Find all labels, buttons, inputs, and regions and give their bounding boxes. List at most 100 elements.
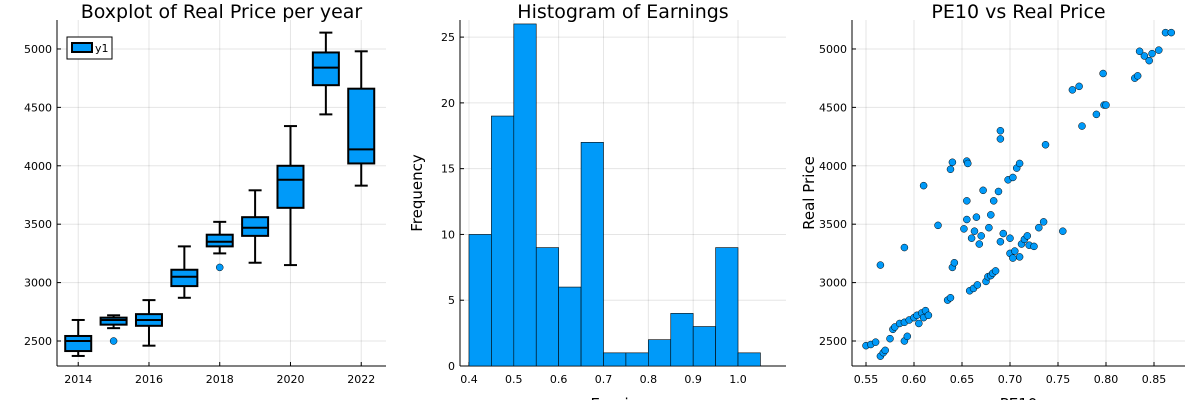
point (996, 237, 1005, 246)
bar (737, 352, 761, 367)
point (915, 319, 923, 328)
x-tick-label: 0.80 (1094, 373, 1119, 386)
point (1009, 173, 1017, 182)
bar (513, 23, 537, 367)
x-tick-label: 0.4 (460, 373, 478, 386)
x-tick-label: 0.6 (550, 373, 568, 386)
box (347, 87, 376, 165)
y-tick-label: 4500 (819, 101, 847, 114)
point (1068, 86, 1077, 94)
y-tick-label: 0 (448, 360, 455, 373)
point (960, 225, 968, 233)
point (963, 197, 971, 205)
point (1059, 227, 1067, 235)
bar (625, 352, 649, 367)
point (919, 181, 928, 190)
box (64, 334, 93, 353)
point (1015, 159, 1024, 168)
point (903, 332, 912, 341)
point (1075, 82, 1083, 91)
point (970, 227, 979, 235)
y-tick-label: 4000 (819, 160, 847, 173)
y-tick-label: 3500 (819, 218, 847, 231)
point (946, 294, 955, 302)
point (1145, 56, 1153, 65)
box (99, 316, 128, 326)
point (881, 346, 889, 355)
point (999, 229, 1008, 238)
point (1140, 52, 1149, 60)
x-tick-label: 2022 (347, 373, 375, 386)
x-axis-label: Earnings (590, 395, 655, 400)
bar (670, 313, 694, 367)
x-tick-label: 0.85 (1142, 373, 1167, 386)
point (1099, 69, 1107, 78)
x-tick-label: 0.60 (902, 373, 927, 386)
legend-label: y1 (95, 42, 109, 55)
point (1009, 254, 1017, 262)
point (900, 243, 909, 252)
y-tick-label: 4500 (24, 101, 52, 114)
point (1078, 122, 1086, 130)
point (973, 281, 982, 289)
bar (468, 234, 492, 367)
x-tick-label: 0.9 (684, 373, 702, 386)
box (241, 216, 270, 237)
bar (715, 247, 739, 367)
point (876, 261, 885, 269)
x-tick-label: 0.70 (998, 373, 1023, 386)
point (1006, 234, 1014, 242)
x-tick-label: 0.75 (1046, 373, 1071, 386)
bar (491, 115, 515, 367)
point (950, 258, 959, 267)
point (1102, 101, 1110, 109)
point (1041, 141, 1050, 149)
x-tick-label: 2016 (135, 373, 163, 386)
y-tick-label: 5 (448, 294, 455, 307)
point (886, 334, 894, 343)
box (170, 268, 199, 288)
x-tick-label: 0.5 (505, 373, 523, 386)
point (1023, 232, 1032, 240)
point (979, 186, 987, 195)
x-tick-label: 2014 (64, 373, 92, 386)
outlier (215, 263, 224, 272)
x-tick-label: 0.65 (950, 373, 975, 386)
point (996, 126, 1005, 135)
box (311, 51, 340, 87)
point (963, 215, 971, 224)
point (989, 197, 998, 205)
box (205, 233, 234, 248)
point (977, 232, 985, 240)
y-axis-label: Frequency (408, 154, 426, 232)
bar (648, 339, 672, 367)
y-tick-label: 3000 (819, 277, 847, 290)
y-tick-label: 3000 (24, 277, 52, 290)
x-tick-label: 2020 (276, 373, 304, 386)
point (1039, 218, 1048, 226)
y-axis-label: Real Price (800, 156, 818, 230)
chart-title: Boxplot of Real Price per year (81, 1, 363, 23)
point (1167, 28, 1176, 37)
y-tick-label: 5000 (24, 43, 52, 56)
y-tick-label: 3500 (24, 218, 52, 231)
y-tick-label: 2500 (24, 335, 52, 348)
point (1035, 223, 1043, 232)
box (276, 164, 305, 209)
point (1092, 110, 1101, 119)
point (871, 338, 880, 346)
point (991, 267, 1000, 275)
x-tick-label: 2018 (206, 373, 234, 386)
point (994, 187, 1003, 196)
x-axis-label: PE10 (1000, 395, 1038, 400)
bar (692, 326, 716, 367)
y-tick-label: 25 (441, 31, 455, 44)
point (934, 221, 942, 230)
point (1133, 72, 1142, 80)
point (946, 165, 955, 174)
y-tick-label: 2500 (819, 335, 847, 348)
point (1015, 253, 1024, 261)
y-tick-label: 4000 (24, 160, 52, 173)
point (1155, 46, 1163, 54)
